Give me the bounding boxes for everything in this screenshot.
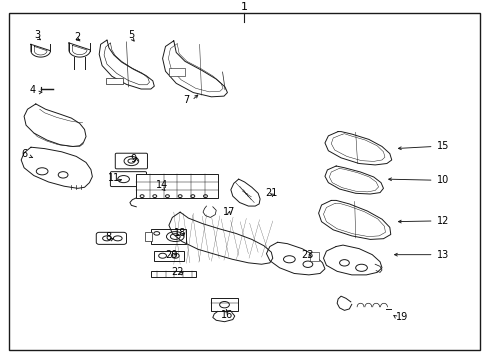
Text: 3: 3 bbox=[34, 30, 40, 40]
Text: 17: 17 bbox=[222, 207, 235, 217]
Text: 13: 13 bbox=[436, 250, 448, 260]
Text: 18: 18 bbox=[174, 228, 186, 238]
Text: 10: 10 bbox=[436, 175, 448, 185]
Text: 21: 21 bbox=[264, 188, 277, 198]
Bar bbox=[211, 298, 238, 311]
Text: 12: 12 bbox=[436, 216, 448, 226]
Text: 5: 5 bbox=[128, 30, 134, 40]
Bar bbox=[154, 251, 183, 261]
Text: 9: 9 bbox=[130, 154, 137, 164]
Text: 20: 20 bbox=[165, 250, 177, 260]
Text: 1: 1 bbox=[241, 3, 247, 12]
Text: 7: 7 bbox=[183, 95, 189, 105]
Text: 23: 23 bbox=[301, 250, 313, 260]
Bar bbox=[151, 229, 185, 244]
Text: 15: 15 bbox=[436, 141, 448, 152]
Text: 11: 11 bbox=[107, 174, 120, 183]
Text: 6: 6 bbox=[21, 149, 27, 158]
Text: 22: 22 bbox=[171, 267, 183, 278]
Text: 2: 2 bbox=[75, 32, 81, 41]
FancyBboxPatch shape bbox=[115, 153, 147, 169]
Text: 19: 19 bbox=[395, 312, 407, 322]
Text: 14: 14 bbox=[155, 180, 167, 190]
Text: 16: 16 bbox=[221, 310, 233, 320]
Bar bbox=[310, 252, 319, 261]
Bar bbox=[136, 174, 218, 198]
Bar bbox=[151, 271, 195, 277]
FancyBboxPatch shape bbox=[110, 172, 146, 186]
Bar bbox=[145, 232, 152, 241]
Text: 8: 8 bbox=[105, 232, 111, 242]
Bar bbox=[105, 78, 122, 84]
Text: 4: 4 bbox=[29, 85, 35, 95]
FancyBboxPatch shape bbox=[96, 232, 126, 244]
Bar bbox=[168, 68, 184, 76]
